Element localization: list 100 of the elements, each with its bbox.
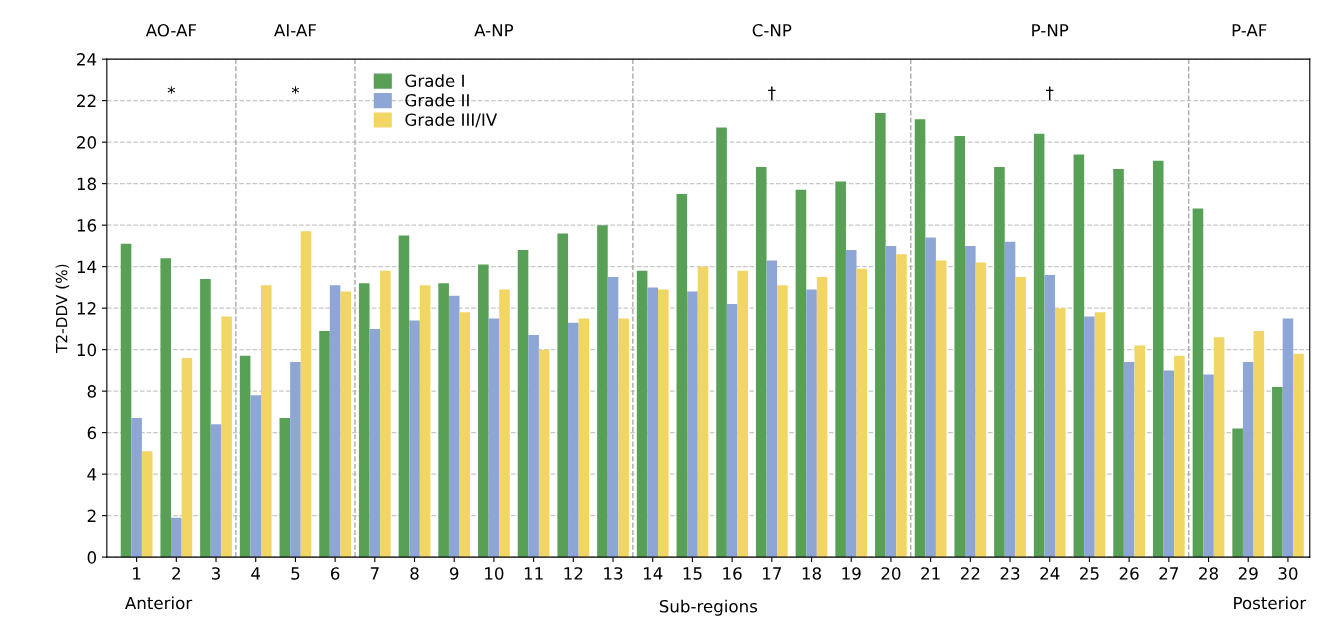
y-tick-label: 22	[77, 94, 96, 107]
bar	[954, 135, 966, 558]
bar	[438, 283, 449, 558]
bar	[1044, 274, 1056, 558]
x-tick-label: 18	[802, 567, 821, 580]
text: P-AF	[1232, 24, 1267, 37]
bar	[806, 289, 817, 558]
text: P-NP	[1032, 24, 1069, 37]
annotation: *	[291, 86, 300, 94]
bar	[885, 245, 897, 558]
text: C-NP	[752, 23, 792, 37]
bar	[528, 335, 539, 558]
x-tick-label: 26	[1119, 567, 1139, 580]
bar	[795, 189, 807, 558]
bar	[1015, 277, 1026, 558]
x-tick-label: 12	[564, 567, 583, 580]
bar	[687, 291, 698, 558]
x-tick-label: 3	[211, 567, 220, 580]
bar	[459, 312, 471, 558]
x-tick-label: 11	[524, 567, 543, 580]
bar	[398, 235, 410, 558]
bar	[131, 418, 142, 558]
bar	[816, 277, 828, 558]
x-tick-label: 30	[1278, 567, 1298, 580]
bar	[448, 295, 460, 558]
bar	[1253, 330, 1265, 558]
x-tick-label: 24	[1040, 567, 1060, 580]
bar	[1033, 133, 1045, 558]
bar	[755, 167, 767, 558]
bar	[1004, 241, 1016, 558]
bar	[965, 245, 976, 558]
bar	[578, 318, 590, 558]
bar	[1293, 353, 1304, 558]
y-tick-label: 2	[87, 509, 96, 522]
bar	[1094, 312, 1106, 558]
annotation: †	[1046, 86, 1054, 101]
bar	[290, 362, 301, 558]
text: AO-AF	[145, 23, 197, 37]
y-tick-label: 18	[77, 177, 96, 191]
x-tick-label: 17	[763, 567, 781, 580]
bar	[239, 355, 251, 558]
bar	[340, 291, 351, 558]
x-tick-label: 13	[604, 567, 623, 580]
bar	[517, 250, 529, 558]
bar	[141, 451, 153, 558]
bar	[697, 266, 709, 558]
bar	[181, 357, 193, 558]
bar	[319, 330, 330, 558]
bar	[777, 285, 788, 558]
x-tick-label: 21	[921, 567, 940, 580]
bar	[597, 225, 608, 558]
bar	[1055, 308, 1066, 558]
bar	[1282, 318, 1294, 558]
x-tick-label: 2	[172, 567, 180, 580]
bar	[914, 119, 926, 558]
x-tick-label: 25	[1080, 567, 1099, 580]
bar	[636, 270, 648, 558]
bar	[478, 264, 489, 558]
bar	[1192, 208, 1204, 558]
annotation: *	[167, 86, 176, 94]
bar	[618, 318, 629, 558]
bar	[369, 328, 381, 558]
bar	[221, 316, 232, 558]
bar	[1213, 337, 1225, 558]
bar	[538, 349, 550, 558]
bar	[261, 285, 272, 558]
bar	[380, 270, 391, 558]
bar	[210, 424, 222, 558]
bar	[1073, 154, 1085, 558]
x-tick-label: 29	[1238, 567, 1258, 580]
bar	[557, 233, 569, 558]
bar	[935, 260, 947, 558]
y-tick-label: 0	[87, 551, 97, 564]
bar	[647, 287, 659, 558]
x-tick-label: 14	[643, 567, 663, 580]
bar	[419, 285, 431, 558]
legend-label: Grade I	[405, 74, 464, 88]
bar	[1123, 362, 1135, 558]
bar	[658, 289, 669, 558]
x-tick-label: 10	[485, 567, 504, 580]
x-tick-label: 22	[960, 567, 980, 580]
bar	[766, 260, 778, 558]
bar	[499, 289, 510, 558]
x-tick-label: 19	[842, 567, 861, 580]
text: A-NP	[474, 24, 514, 37]
legend-label: Grade III/IV	[405, 113, 498, 128]
bar	[845, 250, 857, 558]
annotation: †	[768, 86, 776, 101]
bar	[160, 258, 172, 558]
bar	[1174, 355, 1185, 558]
bar	[896, 254, 907, 558]
x-tick-label: 7	[370, 567, 379, 580]
text: Posterior	[1234, 596, 1307, 610]
bar	[607, 277, 619, 558]
x-axis-title: Sub-regions	[659, 599, 758, 616]
y-tick-label: 12	[77, 302, 96, 315]
bar	[279, 418, 291, 558]
bar	[994, 167, 1005, 558]
x-tick-label: 23	[1000, 567, 1020, 580]
bar	[488, 318, 500, 558]
